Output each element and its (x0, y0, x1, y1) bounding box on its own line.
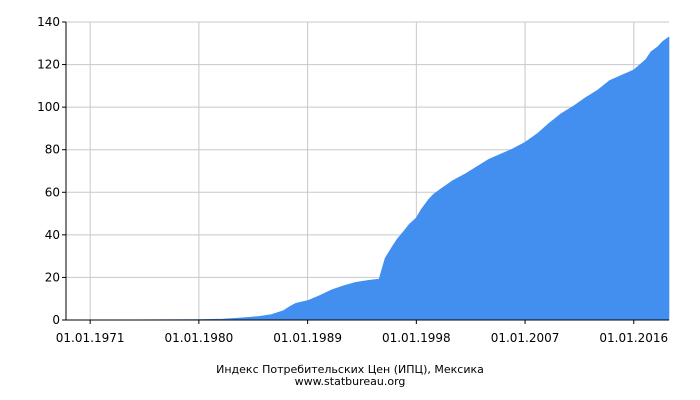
y-tick-label: 100 (37, 100, 60, 114)
chart-title: Индекс Потребительских Цен (ИПЦ), Мексик… (216, 363, 484, 376)
y-tick-label: 20 (45, 270, 60, 284)
x-tick-label: 01.01.1980 (165, 331, 234, 345)
axes (62, 21, 669, 324)
y-tick-label: 40 (45, 228, 60, 242)
y-tick-label: 140 (37, 15, 60, 29)
series-layer (65, 36, 670, 321)
x-tick-label: 01.01.1989 (273, 331, 342, 345)
tick-labels: 0 20 40 60 80 100 120 140 01.01.1971 01.01.1980 01… (37, 15, 668, 345)
x-tick-label: 01.01.2007 (491, 331, 560, 345)
x-tick-label: 01.01.1971 (56, 331, 125, 345)
chart-source: www.statbureau.org (294, 375, 406, 388)
y-tick-label: 120 (37, 58, 60, 72)
y-tick-label: 80 (45, 143, 60, 157)
x-tick-label: 01.01.2016 (599, 331, 668, 345)
x-tick-label: 01.01.1998 (382, 331, 451, 345)
y-tick-label: 60 (45, 185, 60, 199)
y-tick-label: 0 (52, 313, 60, 327)
cpi-area-series (65, 36, 670, 321)
